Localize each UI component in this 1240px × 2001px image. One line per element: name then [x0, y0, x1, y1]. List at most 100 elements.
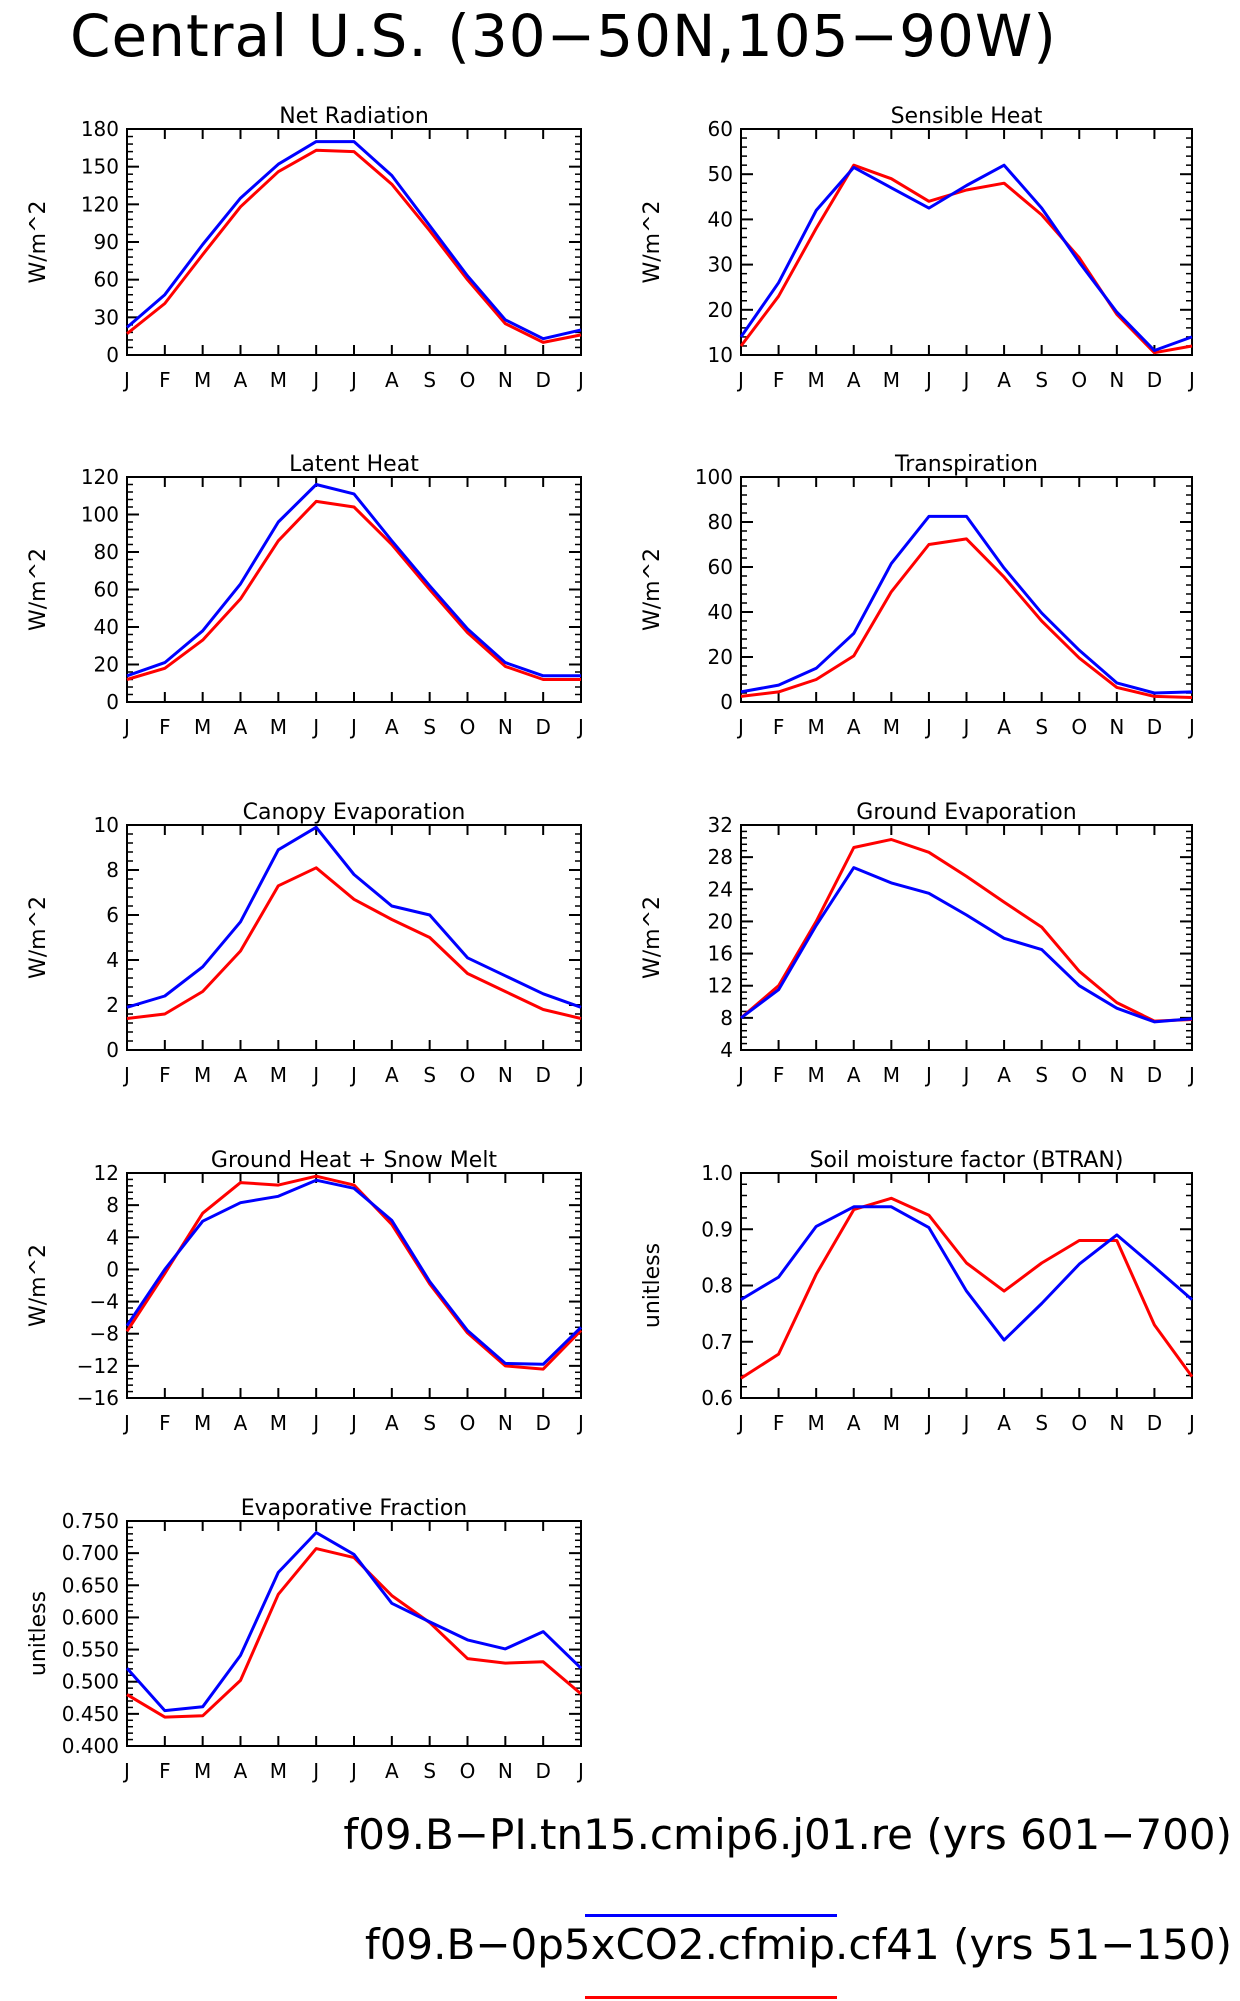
y-tick-label: 24: [708, 877, 733, 901]
x-tick-label: S: [1035, 368, 1048, 392]
y-tick-label: 20: [94, 653, 119, 677]
y-tick-label: −4: [90, 1290, 119, 1314]
x-tick-label: M: [883, 1063, 900, 1087]
y-tick-label: 0: [720, 690, 733, 714]
x-tick-label: A: [385, 1063, 399, 1087]
page-title: Central U.S. (30−50N,105−90W): [0, 0, 1240, 72]
x-tick-label: A: [847, 1411, 861, 1435]
chart-title: Canopy Evaporation: [243, 800, 466, 825]
y-axis-label: unitless: [640, 1243, 665, 1328]
x-tick-label: F: [159, 368, 171, 392]
x-tick-label: S: [423, 1411, 436, 1435]
y-tick-label: 16: [708, 942, 733, 966]
y-tick-label: 8: [720, 1006, 733, 1030]
x-tick-label: A: [234, 368, 248, 392]
y-tick-label: 4: [720, 1038, 733, 1062]
x-tick-label: M: [883, 1411, 900, 1435]
x-tick-label: D: [1147, 368, 1162, 392]
y-tick-label: 180: [81, 117, 119, 141]
series-line-blue: [125, 1531, 583, 1713]
x-tick-label: D: [535, 1759, 550, 1783]
x-tick-label: M: [270, 1063, 287, 1087]
y-tick-label: 50: [708, 162, 733, 186]
x-tick-label: M: [194, 1063, 211, 1087]
x-tick-label: S: [1035, 1063, 1048, 1087]
x-tick-label: J: [962, 715, 970, 739]
x-tick-label: J: [962, 1063, 970, 1087]
x-tick-label: A: [847, 1063, 861, 1087]
y-axis-label: unitless: [26, 1591, 51, 1676]
x-tick-label: A: [997, 368, 1011, 392]
y-tick-label: −8: [90, 1322, 119, 1346]
x-tick-label: A: [234, 715, 248, 739]
y-tick-label: 90: [94, 230, 119, 254]
x-tick-label: O: [460, 1759, 476, 1783]
x-tick-label: F: [773, 368, 785, 392]
x-tick-label: J: [122, 1759, 130, 1783]
x-tick-label: J: [924, 1063, 932, 1087]
y-tick-label: 60: [94, 578, 119, 602]
x-tick-label: N: [1109, 715, 1124, 739]
y-tick-label: 60: [708, 117, 733, 141]
series-line-red: [126, 499, 581, 681]
x-tick-label: J: [122, 715, 130, 739]
y-tick-label: 0: [106, 1257, 119, 1281]
y-tick-label: 120: [81, 465, 119, 489]
y-axis-label: W/m^2: [26, 548, 51, 631]
x-tick-label: J: [1187, 1411, 1195, 1435]
y-tick-label: 40: [708, 600, 733, 624]
x-tick-label: A: [385, 715, 399, 739]
y-axis-label: W/m^2: [640, 200, 665, 283]
x-tick-label: M: [808, 715, 825, 739]
y-tick-label: 6: [106, 903, 119, 927]
y-tick-label: 0.9: [701, 1217, 733, 1241]
chart-title: Sensible Heat: [891, 104, 1043, 129]
series-line-blue: [740, 514, 1193, 695]
x-tick-label: N: [498, 1411, 513, 1435]
x-tick-label: N: [1109, 1411, 1124, 1435]
x-tick-label: S: [423, 368, 436, 392]
x-tick-label: O: [460, 715, 476, 739]
x-tick-label: J: [576, 1063, 584, 1087]
y-tick-label: 0: [106, 690, 119, 714]
x-tick-label: J: [576, 368, 584, 392]
y-tick-label: −12: [77, 1354, 119, 1378]
x-tick-label: J: [924, 1411, 932, 1435]
series-line-blue: [740, 866, 1193, 1024]
legend-label-blue: f09.B−PI.tn15.cmip6.j01.re (yrs 601−700): [343, 1810, 1232, 1859]
series-line-red: [126, 148, 582, 344]
y-tick-label: 20: [708, 298, 733, 322]
x-tick-label: N: [498, 1063, 513, 1087]
y-tick-label: 0.7: [701, 1330, 733, 1354]
x-tick-label: A: [385, 1759, 399, 1783]
x-tick-label: J: [349, 1759, 357, 1783]
y-tick-label: 0.500: [62, 1670, 119, 1694]
x-tick-label: A: [997, 715, 1011, 739]
x-tick-label: O: [1071, 1063, 1087, 1087]
x-tick-label: A: [385, 368, 399, 392]
y-tick-label: 120: [81, 192, 119, 216]
x-tick-label: F: [773, 1411, 785, 1435]
y-tick-label: 28: [708, 845, 733, 869]
y-tick-label: 0: [106, 343, 119, 367]
y-tick-label: 12: [708, 974, 733, 998]
x-tick-label: A: [847, 368, 861, 392]
y-tick-label: 20: [708, 645, 733, 669]
plot-frame: [126, 824, 582, 1051]
x-tick-label: A: [234, 1411, 248, 1435]
y-tick-label: 32: [708, 813, 733, 837]
y-axis-label: W/m^2: [640, 548, 665, 631]
y-tick-label: 30: [708, 253, 733, 277]
plot-frame: [126, 128, 582, 356]
x-tick-label: A: [997, 1063, 1011, 1087]
x-tick-label: J: [576, 1411, 584, 1435]
series-line-blue: [740, 1205, 1193, 1342]
y-tick-label: 40: [94, 615, 119, 639]
x-tick-label: M: [194, 1759, 211, 1783]
x-tick-label: A: [234, 1063, 248, 1087]
plot-frame: [740, 476, 1193, 703]
y-tick-label: 80: [94, 540, 119, 564]
x-tick-label: J: [311, 1063, 319, 1087]
